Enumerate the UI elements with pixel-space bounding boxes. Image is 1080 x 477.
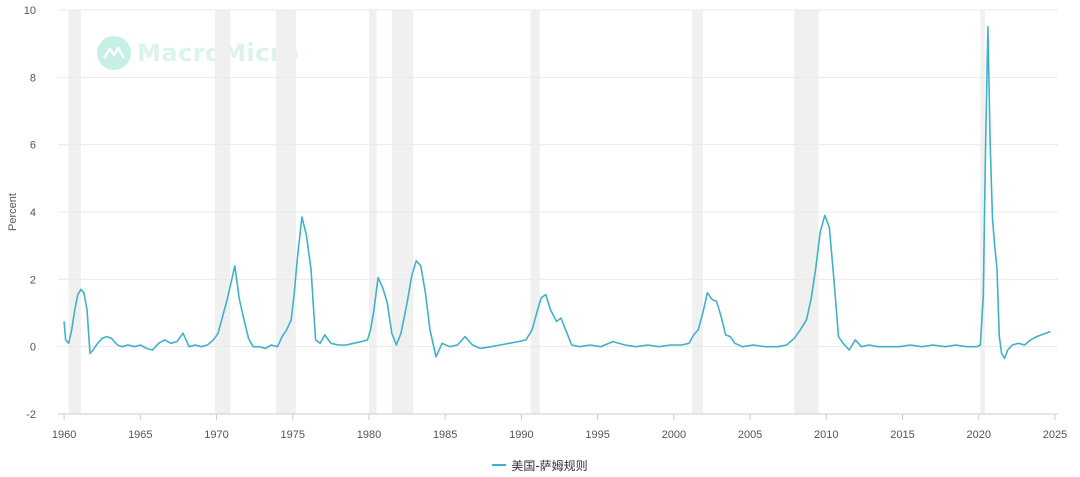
y-tick-label: 10: [24, 5, 36, 17]
x-tick-label: 1980: [357, 429, 381, 441]
x-tick-label: 1975: [281, 429, 305, 441]
x-tick-label: 2025: [1043, 429, 1067, 441]
legend: 美国-萨姆规则: [0, 455, 1080, 474]
y-tick-label: -2: [26, 409, 36, 421]
y-tick-label: 2: [30, 274, 36, 286]
y-tick-label: 6: [30, 140, 36, 152]
series-line-sahm-rule: [63, 26, 1051, 360]
x-tick-label: 2005: [738, 429, 762, 441]
legend-item-sahm-rule[interactable]: 美国-萨姆规则: [492, 457, 588, 474]
y-axis-ticks: -2 0 2 4 6 8 10: [24, 5, 36, 421]
x-tick-label: 2020: [966, 429, 990, 441]
x-tick-label: 1965: [128, 429, 152, 441]
x-tick-label: 1995: [585, 429, 609, 441]
y-tick-label: 4: [30, 207, 36, 219]
legend-label: 美国-萨姆规则: [511, 458, 588, 473]
legend-swatch: [492, 464, 507, 466]
y-tick-label: 0: [30, 342, 36, 354]
x-axis-ticks: 1960 1965 1970 1975 1980 1985 1990 1995 2000 2005…: [52, 414, 1067, 441]
x-tick-label: 2010: [814, 429, 838, 441]
grid-lines: [58, 9, 1058, 415]
x-tick-label: 1990: [509, 429, 533, 441]
y-tick-label: 8: [30, 72, 36, 84]
x-tick-label: 2000: [662, 429, 686, 441]
x-tick-label: 2015: [890, 429, 914, 441]
x-tick-label: 1960: [52, 429, 76, 441]
macromicro-logo-icon: [97, 36, 131, 70]
x-tick-label: 1985: [433, 429, 457, 441]
y-axis-title: Percent: [7, 193, 19, 231]
x-tick-label: 1970: [204, 429, 228, 441]
